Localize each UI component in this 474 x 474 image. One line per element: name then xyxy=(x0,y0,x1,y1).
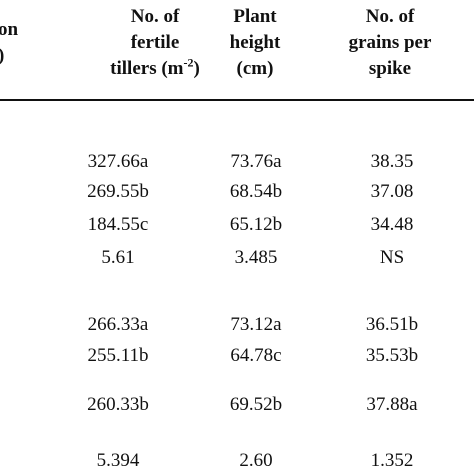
grains-per-spike-cell: 37.08 xyxy=(370,181,414,202)
first-column-header: on ) xyxy=(0,17,18,69)
plant-height-header-line-2: height xyxy=(229,32,281,53)
fertile-tillers-unit-text: tillers (m xyxy=(110,58,184,79)
plant-height-cell: 3.485 xyxy=(234,247,278,268)
fertile-tillers-unit-close: ) xyxy=(193,58,200,79)
grains-per-spike-header-line-2: grains per xyxy=(348,32,432,53)
plant-height-header: Plant height (cm) xyxy=(195,4,315,82)
fertile-tillers-cell: 5.394 xyxy=(96,450,140,471)
fertile-tillers-cell: 255.11b xyxy=(87,345,149,366)
fertile-tillers-header: No. of fertile tillers (m-2) xyxy=(55,4,255,82)
plant-height-cell: 73.12a xyxy=(230,314,282,335)
plant-height-cell: 69.52b xyxy=(229,394,283,415)
plant-height-cell: 2.60 xyxy=(239,450,273,471)
grains-per-spike-cell: 37.88a xyxy=(366,394,418,415)
grains-per-spike-header: No. of grains per spike xyxy=(325,4,455,82)
plant-height-cell: 65.12b xyxy=(229,214,283,235)
plant-height-header-line-3: (cm) xyxy=(236,58,274,79)
fertile-tillers-cell: 327.66a xyxy=(87,151,149,172)
fertile-tillers-cell: 260.33b xyxy=(87,394,149,415)
grains-per-spike-cell: NS xyxy=(379,247,405,268)
plant-height-cell: 73.76a xyxy=(230,151,282,172)
header-rule xyxy=(0,99,474,101)
fertile-tillers-header-line-2: fertile xyxy=(130,32,180,53)
fertile-tillers-cell: 184.55c xyxy=(87,214,149,235)
first-column-header-line-2: ) xyxy=(0,43,18,69)
fertile-tillers-unit-exponent: -2 xyxy=(183,55,194,70)
plant-height-cell: 68.54b xyxy=(229,181,283,202)
grains-per-spike-cell: 36.51b xyxy=(365,314,419,335)
first-column-header-line-1: on xyxy=(0,19,19,40)
grains-per-spike-header-line-1: No. of xyxy=(365,6,415,27)
plant-height-header-line-1: Plant xyxy=(233,6,277,27)
fertile-tillers-cell: 266.33a xyxy=(87,314,149,335)
grains-per-spike-header-line-3: spike xyxy=(368,58,412,79)
grains-per-spike-cell: 38.35 xyxy=(370,151,414,172)
plant-height-cell: 64.78c xyxy=(230,345,282,366)
fertile-tillers-header-line-1: No. of xyxy=(130,6,180,27)
fertile-tillers-header-line-3: tillers (m-2) xyxy=(55,56,255,82)
fertile-tillers-cell: 5.61 xyxy=(101,247,135,268)
grains-per-spike-cell: 1.352 xyxy=(370,450,414,471)
fertile-tillers-cell: 269.55b xyxy=(87,181,149,202)
grains-per-spike-cell: 34.48 xyxy=(370,214,414,235)
grains-per-spike-cell: 35.53b xyxy=(365,345,419,366)
